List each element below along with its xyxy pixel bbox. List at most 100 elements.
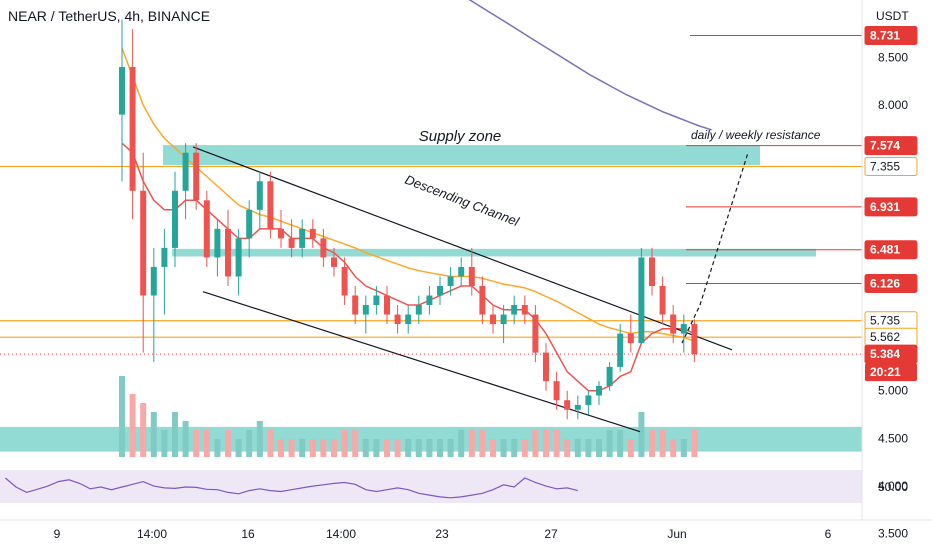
price-axis: USDT 8.500 8.000 5.000 4.500 4.000 3.500 50.00 8… bbox=[861, 0, 918, 541]
volume-bar bbox=[543, 430, 549, 457]
price-tag-7.574 bbox=[864, 136, 918, 156]
candle-body bbox=[119, 67, 125, 115]
volume-bar bbox=[267, 430, 274, 457]
candle-body bbox=[553, 381, 560, 401]
candle-body bbox=[649, 257, 655, 286]
price-tag-label: 6.481 bbox=[870, 243, 900, 257]
price-tag-label: 7.574 bbox=[870, 139, 900, 153]
volume-bar bbox=[203, 430, 210, 457]
zone-1 bbox=[172, 248, 816, 257]
volume-bar bbox=[532, 430, 539, 457]
candle-body bbox=[288, 238, 295, 248]
volume-bar bbox=[256, 421, 263, 457]
candle-body bbox=[129, 67, 136, 191]
supply-zone-label: Supply zone bbox=[419, 128, 502, 145]
volume-bar bbox=[214, 439, 221, 457]
candle-body bbox=[458, 266, 465, 277]
candle-body bbox=[352, 295, 359, 315]
volume-bar bbox=[564, 439, 571, 457]
price-tag-label: 5.735 bbox=[870, 314, 900, 328]
candle-body bbox=[415, 305, 422, 315]
x-tick-label: 9 bbox=[54, 527, 61, 541]
volume-bar bbox=[182, 421, 189, 457]
volume-bar bbox=[437, 439, 443, 457]
volume-bar bbox=[659, 430, 666, 457]
price-tag-label: 7.355 bbox=[870, 160, 900, 174]
volume-bar bbox=[627, 439, 634, 457]
volume-bar bbox=[670, 439, 677, 457]
ma-slow-line bbox=[121, 47, 695, 342]
candle-body bbox=[341, 266, 348, 296]
volume-bar bbox=[161, 430, 168, 457]
candle-body bbox=[331, 257, 337, 267]
price-tag-6.481 bbox=[864, 240, 918, 260]
x-tick-label: 6 bbox=[825, 527, 832, 541]
volume-bar bbox=[129, 394, 136, 457]
candle-body bbox=[543, 352, 549, 382]
zone-0 bbox=[163, 145, 760, 166]
candle-body bbox=[161, 247, 168, 267]
candle-body bbox=[564, 400, 571, 410]
candle-body bbox=[394, 314, 401, 325]
candle-body bbox=[617, 333, 624, 367]
y-tick-label: 5.000 bbox=[878, 384, 908, 398]
volume-bar bbox=[500, 439, 507, 457]
candle-body bbox=[691, 324, 698, 355]
volume-bar bbox=[490, 439, 496, 457]
volume-bar bbox=[511, 439, 518, 457]
candle-body bbox=[193, 152, 200, 201]
candle-body bbox=[574, 404, 581, 410]
y-tick-label: 4.000 bbox=[878, 479, 908, 493]
candle-body bbox=[659, 285, 666, 315]
candle-body bbox=[532, 314, 539, 353]
volume-bar bbox=[585, 439, 592, 457]
volume-bar bbox=[172, 412, 178, 457]
candle-body bbox=[172, 190, 178, 248]
volume-bar bbox=[394, 439, 401, 457]
candle-body bbox=[596, 385, 602, 396]
countdown-tag bbox=[865, 363, 917, 382]
candle-body bbox=[373, 295, 380, 306]
currency-label: USDT bbox=[876, 9, 909, 23]
y-tick-label: 8.500 bbox=[878, 51, 908, 65]
x-tick-label: 14:00 bbox=[326, 527, 356, 541]
volume-bar bbox=[638, 412, 645, 457]
volume-bar bbox=[320, 439, 327, 457]
volume-bar bbox=[458, 430, 465, 457]
volume-bar bbox=[521, 439, 528, 457]
volume-bar bbox=[341, 430, 348, 457]
volume-bar bbox=[596, 439, 602, 457]
candle-body bbox=[606, 366, 613, 386]
volume-bar bbox=[426, 439, 433, 457]
volume-bar bbox=[415, 439, 422, 457]
candle-body bbox=[309, 228, 316, 239]
candle-body bbox=[225, 228, 231, 277]
volume-bar bbox=[362, 439, 369, 457]
rsi-layer bbox=[0, 470, 862, 503]
candle-body bbox=[479, 285, 486, 315]
volume-bar bbox=[299, 439, 306, 457]
candle-body bbox=[405, 314, 412, 325]
candle-body bbox=[278, 228, 284, 239]
x-tick-label: 14:00 bbox=[137, 527, 167, 541]
volume-bar bbox=[225, 430, 231, 457]
volume-bar bbox=[331, 439, 337, 457]
volume-bar bbox=[680, 439, 687, 457]
price-tag-7.355 bbox=[864, 157, 918, 177]
candle-body bbox=[384, 295, 390, 315]
countdown-label: 20:21 bbox=[870, 365, 901, 379]
time-axis: 9 14:00 16 14:00 23 27 Jun 6 bbox=[0, 519, 932, 541]
volume-bar bbox=[373, 439, 380, 457]
price-tag-label: 6.931 bbox=[870, 200, 900, 214]
candle-body bbox=[320, 238, 327, 258]
candle-body bbox=[235, 238, 242, 277]
volume-bar bbox=[384, 439, 390, 457]
candle-body bbox=[447, 276, 454, 286]
chart-title: NEAR / TetherUS, 4h, BINANCE bbox=[8, 8, 211, 24]
volume-bar bbox=[309, 439, 316, 457]
y-tick-label: 4.500 bbox=[878, 431, 908, 445]
volume-bar bbox=[691, 430, 698, 457]
candle-body bbox=[680, 324, 687, 334]
candle-body bbox=[267, 181, 274, 229]
